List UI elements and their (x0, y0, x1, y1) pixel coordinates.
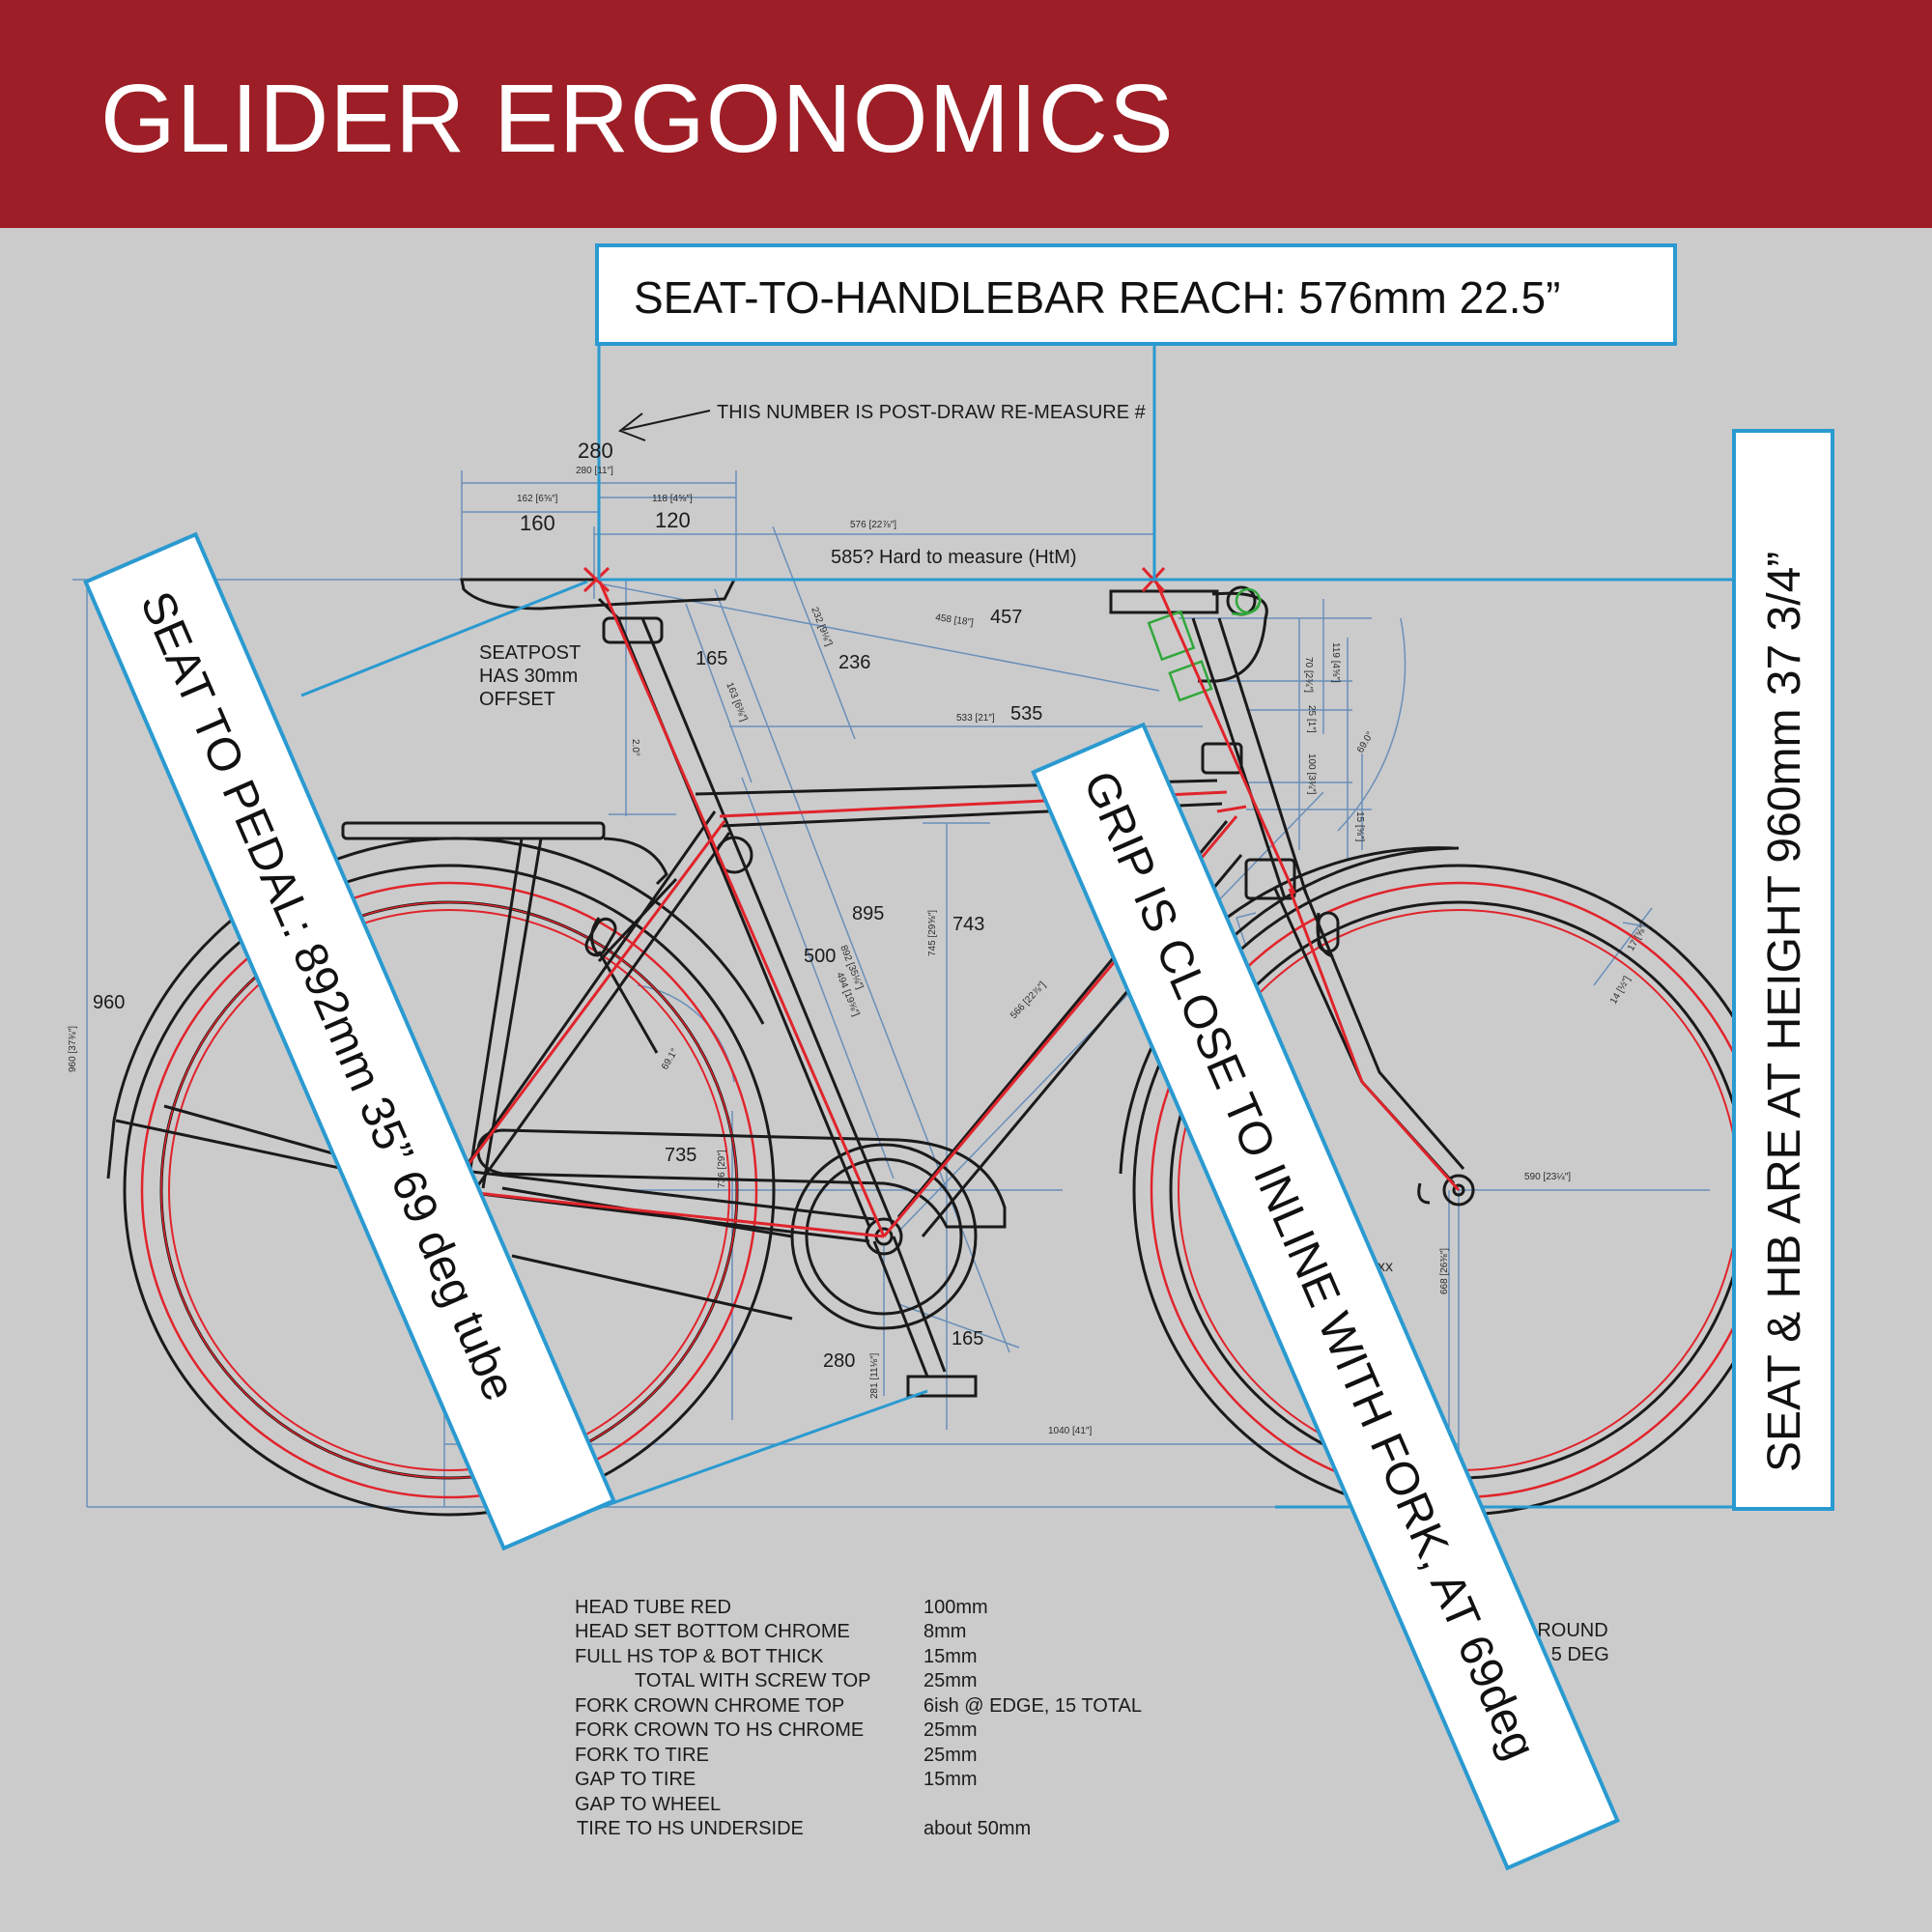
frame-centerlines (447, 566, 1461, 1238)
spec-label: FORK CROWN CHROME TOP (575, 1695, 844, 1717)
spec-value: 6ish @ EDGE, 15 TOTAL (923, 1695, 1142, 1717)
dim-162: 162 [6⅝″] (517, 494, 558, 504)
dim-14: 14 [½″] (1608, 975, 1633, 1007)
dim-25: 25 [1″] (1306, 705, 1317, 733)
spec-label: GAP TO WHEEL (575, 1794, 721, 1815)
spec-label: GAP TO TIRE (575, 1769, 696, 1790)
dim-165-bot: 165 (952, 1328, 983, 1350)
dim-70: 70 [2¾″] (1303, 657, 1314, 693)
dim-120: 120 (655, 508, 691, 532)
spec-value: 15mm (923, 1769, 978, 1790)
saddle (460, 578, 737, 611)
dim-458: 458 [18″] (935, 612, 975, 628)
dim-895: 895 (852, 903, 884, 924)
dim-736: 736 [29″] (717, 1150, 727, 1188)
dim-69-1: 69.1° (660, 1047, 680, 1072)
dim-566: 566 [22⅞″] (1009, 980, 1048, 1021)
reach-callout-text: SEAT-TO-HANDLEBAR REACH: 576mm 22.5” (634, 272, 1560, 323)
dim-160: 160 (520, 511, 555, 535)
dim-280-bot: 280 (823, 1350, 855, 1372)
seatpost-note-line-2: HAS 30mm (479, 666, 578, 687)
spec-label: HEAD TUBE RED (575, 1597, 731, 1618)
spec-label: TOTAL WITH SCREW TOP (635, 1670, 870, 1691)
dim-735: 735 (665, 1145, 696, 1166)
dim-232: 232 [9⅛″] (809, 606, 834, 648)
spec-label: HEAD SET BOTTOM CHROME (575, 1621, 850, 1642)
angle-note-line-1: AROUND (1524, 1620, 1608, 1641)
remeasure-note: THIS NUMBER IS POST-DRAW RE-MEASURE # (717, 402, 1147, 423)
spec-label: FULL HS TOP & BOT THICK (575, 1646, 824, 1667)
spec-table: HEAD TUBE RED 100mm HEAD SET BOTTOM CHRO… (575, 1597, 1142, 1839)
chain-guard (115, 1104, 1007, 1330)
dim-100: 100 [3¾″] (1306, 753, 1317, 795)
spec-value: 25mm (923, 1670, 978, 1691)
dim-69-0: 69.0° (1355, 730, 1376, 755)
spec-label: FORK CROWN TO HS CHROME (575, 1719, 864, 1741)
spec-value: 25mm (923, 1745, 978, 1766)
spec-value: 100mm (923, 1597, 988, 1618)
header-bar: GLIDER ERGONOMICS (0, 0, 1932, 228)
dim-743: 743 (952, 914, 984, 935)
dim-280-top: 280 (578, 439, 613, 463)
dim-118: 118 [4⅝″] (652, 494, 693, 504)
spec-value: 25mm (923, 1719, 978, 1741)
page-title: GLIDER ERGONOMICS (100, 65, 1175, 173)
dim-500: 500 (804, 946, 836, 967)
dim-165-top: 165 (696, 648, 727, 669)
spec-value: about 50mm (923, 1818, 1031, 1839)
spec-label: FORK TO TIRE (575, 1745, 709, 1766)
dim-535: 535 (1010, 703, 1042, 724)
dim-590: 590 [23¼″] (1524, 1171, 1571, 1182)
dim-119: 119 [4⅝″] (1330, 642, 1341, 683)
spec-value: 8mm (923, 1621, 966, 1642)
dim-15: 15 [⅝″] (1354, 811, 1365, 842)
dim-668: 668 [26⅜″] (1439, 1248, 1450, 1294)
remeasure-arrow (617, 410, 711, 441)
dim-960: 960 (93, 992, 125, 1013)
dim-1040: 1040 [41″] (1048, 1426, 1092, 1436)
dim-2-0: 2.0° (630, 739, 640, 756)
height-callout: SEAT & HB ARE AT HEIGHT 960mm 37 3/4” (1732, 429, 1834, 1511)
seatpost-note-line-1: SEATPOST (479, 642, 581, 664)
dim-745: 745 [29⅝″] (927, 910, 938, 956)
grip-green (1147, 587, 1263, 702)
dim-960-small: 960 [37¾″] (68, 1026, 78, 1072)
height-callout-text: SEAT & HB ARE AT HEIGHT 960mm 37 3/4” (1759, 552, 1810, 1472)
reach-callout: SEAT-TO-HANDLEBAR REACH: 576mm 22.5” (595, 243, 1677, 346)
dim-281: 281 [11⅛″] (869, 1352, 880, 1399)
htm-note: 585? Hard to measure (HtM) (831, 547, 1077, 568)
dim-457: 457 (990, 607, 1022, 628)
callout-connectors (300, 346, 1799, 1519)
seatpost-note-line-3: OFFSET (479, 689, 555, 710)
dim-533: 533 [21″] (956, 713, 995, 724)
dim-280-top-small: 280 [11″] (576, 466, 613, 476)
dim-236: 236 (838, 652, 870, 673)
spec-value: 15mm (923, 1646, 978, 1667)
dim-576: 576 [22⅞″] (850, 520, 896, 530)
spec-label: TIRE TO HS UNDERSIDE (577, 1818, 804, 1839)
rear-wheel (106, 837, 776, 1517)
